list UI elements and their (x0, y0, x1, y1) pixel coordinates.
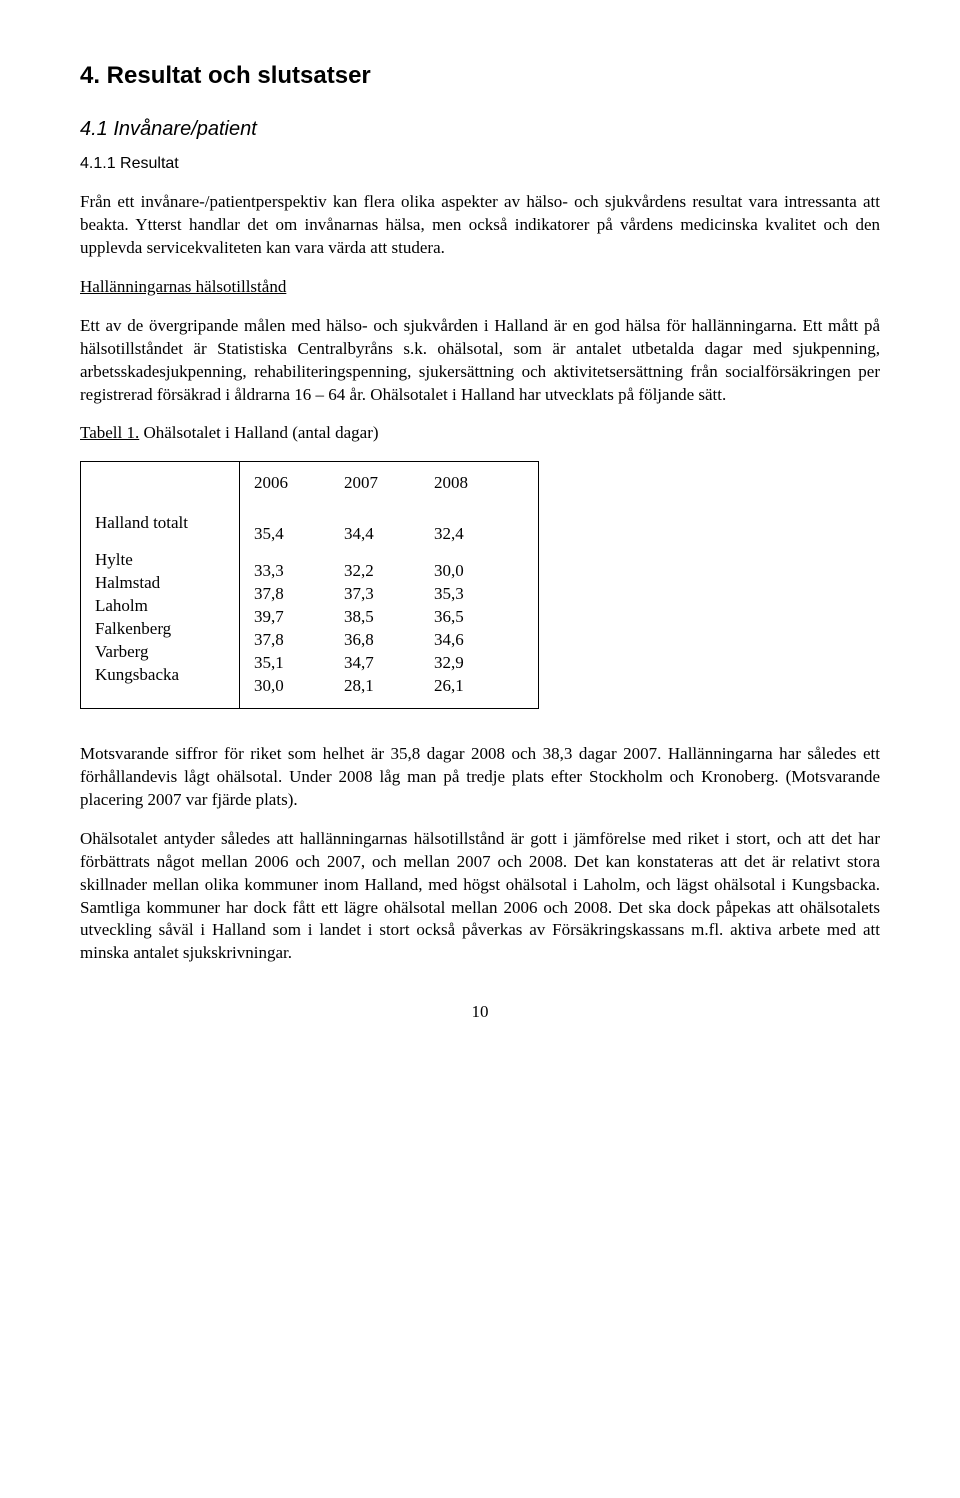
subheading-health: Hallänningarnas hälsotillstånd (80, 276, 880, 299)
paragraph-health: Ett av de övergripande målen med hälso- … (80, 315, 880, 407)
table-labels-cell: Halland totalt Hylte Halmstad Laholm Fal… (81, 462, 240, 709)
table-cell: 26,1 (434, 675, 524, 698)
table-cell: 37,3 (344, 583, 434, 606)
table-cell: 30,0 (254, 675, 344, 698)
table-cell: 36,8 (344, 629, 434, 652)
table-cell: 28,1 (344, 675, 434, 698)
data-table: Halland totalt Hylte Halmstad Laholm Fal… (80, 461, 880, 709)
table-cell: 30,0 (434, 560, 524, 583)
table-header-year: 2007 (344, 472, 434, 495)
table-cell: 35,4 (254, 523, 344, 546)
table-row-label: Halland totalt (95, 512, 225, 535)
table-caption: Tabell 1. Ohälsotalet i Halland (antal d… (80, 422, 880, 445)
table-cell: 32,4 (434, 523, 524, 546)
table-header-year: 2008 (434, 472, 524, 495)
table-cell: 32,9 (434, 652, 524, 675)
table-row-label: Halmstad (95, 572, 225, 595)
table-cell: 33,3 (254, 560, 344, 583)
table-header-year: 2006 (254, 472, 344, 495)
page-number: 10 (80, 1001, 880, 1024)
table-cell: 37,8 (254, 583, 344, 606)
table-cell: 34,6 (434, 629, 524, 652)
table-cell: 32,2 (344, 560, 434, 583)
table-row-label: Laholm (95, 595, 225, 618)
table-row-label: Varberg (95, 641, 225, 664)
table-cell: 39,7 (254, 606, 344, 629)
section-heading: 4. Resultat och slutsatser (80, 60, 880, 92)
table-cell: 35,1 (254, 652, 344, 675)
table-row-label: Hylte (95, 549, 225, 572)
table-cell: 38,5 (344, 606, 434, 629)
table-caption-text: Ohälsotalet i Halland (antal dagar) (143, 423, 378, 442)
paragraph-conclusion: Ohälsotalet antyder således att hallänni… (80, 828, 880, 966)
table-values-cell: 2006 2007 2008 35,4 34,4 32,4 33,3 32,2 (240, 462, 539, 709)
table-cell: 35,3 (434, 583, 524, 606)
table-row-label: Kungsbacka (95, 664, 225, 687)
paragraph-comparison: Motsvarande siffror för riket som helhet… (80, 743, 880, 812)
table-caption-label: Tabell 1. (80, 423, 139, 442)
table-row-label: Falkenberg (95, 618, 225, 641)
table-cell: 37,8 (254, 629, 344, 652)
subsection-heading: 4.1 Invånare/patient (80, 116, 880, 143)
table-cell: 34,7 (344, 652, 434, 675)
subsubsection-heading: 4.1.1 Resultat (80, 153, 880, 175)
table-cell: 34,4 (344, 523, 434, 546)
table-cell: 36,5 (434, 606, 524, 629)
paragraph-intro: Från ett invånare-/patientperspektiv kan… (80, 191, 880, 260)
